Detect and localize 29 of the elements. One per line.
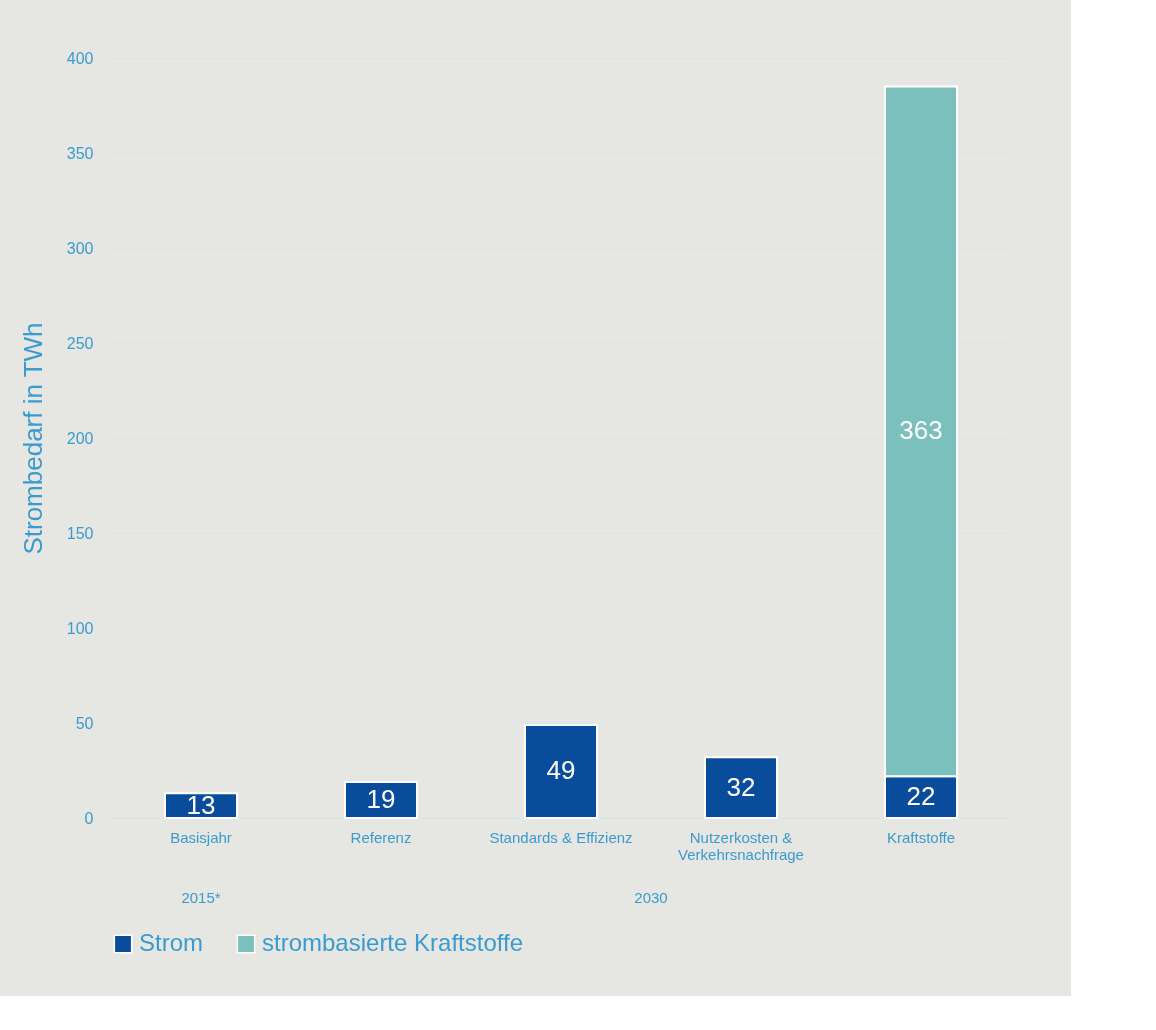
legend-label: Strom — [139, 929, 204, 956]
x-tick-label: Referenz — [350, 828, 412, 846]
data-label: 19 — [366, 783, 396, 814]
x-tick-label: Standards & Effizienz — [489, 828, 633, 846]
bar — [344, 780, 418, 819]
data-label: 32 — [726, 771, 756, 802]
x-tick-label: Kraftstoffe — [886, 828, 956, 846]
x-tick-label: Basisjahr — [170, 828, 232, 846]
text: 2030 — [634, 889, 668, 906]
data-label: 363 — [899, 415, 943, 446]
text: 2015* — [181, 889, 221, 906]
y-tick-label: 100 — [66, 619, 94, 637]
y-tick-label: 400 — [66, 49, 94, 67]
data-label: 22 — [906, 781, 936, 812]
y-tick-label: 0 — [84, 809, 94, 827]
bar — [704, 756, 778, 819]
y-tick-label: 350 — [66, 144, 94, 162]
x-tick-label: Nutzerkosten & Verkehrsnachfrage — [678, 828, 804, 863]
y-tick-label: 300 — [66, 239, 94, 257]
y-tick-label: 150 — [66, 524, 94, 542]
y-tick-label: 200 — [66, 429, 94, 447]
legend-label: strombasierte Kraftstoffe — [262, 929, 523, 956]
bar — [164, 792, 238, 819]
y-tick-label: 250 — [66, 334, 94, 352]
data-label: 13 — [186, 789, 216, 820]
y-tick-label: 50 — [75, 714, 94, 732]
y-axis-title: Strombedarf in TWh — [17, 322, 48, 555]
data-label: 49 — [546, 755, 576, 786]
bar — [524, 723, 598, 819]
